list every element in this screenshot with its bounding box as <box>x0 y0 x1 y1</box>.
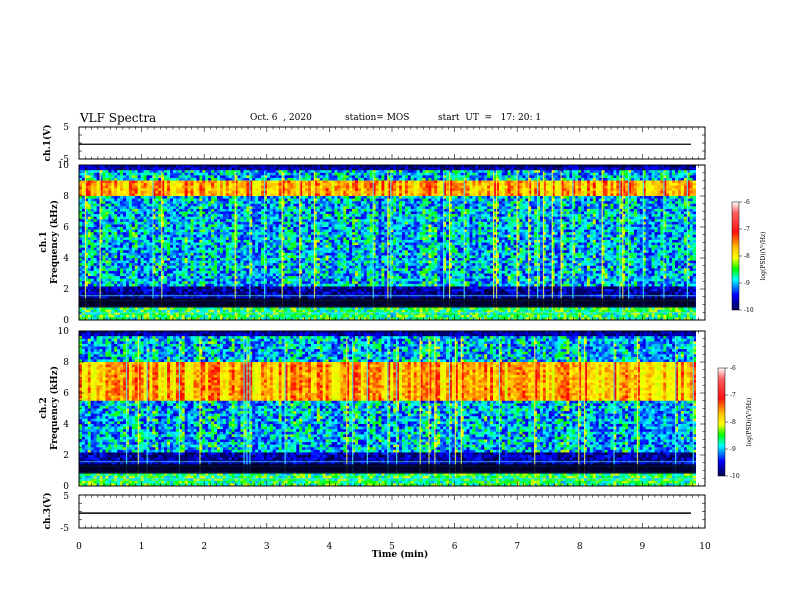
ch1-colorbar: -6 -7 -8 -9 -10 log(PSD)(V²/Hz) <box>731 199 767 314</box>
spec-y-tick-label: 8 <box>63 192 69 202</box>
ch1-ytick-bottom: -5 <box>60 155 69 165</box>
colorbar-tick-label: -6 <box>730 365 736 372</box>
ch2-colorbar: -6 -7 -8 -9 -10 log(PSD)(V²/Hz) <box>717 365 753 480</box>
spec-y-tick-label: 6 <box>63 389 69 399</box>
x-tick-label: 4 <box>327 542 333 552</box>
x-tick-label: 6 <box>452 542 458 552</box>
spec-y-tick-label: 4 <box>63 420 69 430</box>
date-label: Oct. 6 , 2020 <box>250 113 312 123</box>
ch1-ytick-top: 5 <box>63 123 69 133</box>
x-tick-label: 7 <box>514 542 520 552</box>
ch3-ytick-bottom: -5 <box>60 524 69 534</box>
colorbar-tick-label: -7 <box>730 392 736 399</box>
ch1-voltage-panel: 5 -5 ch.1(V) <box>42 123 706 165</box>
x-axis-label: Time (min) <box>372 549 429 560</box>
colorbar-tick-label: -8 <box>744 253 750 260</box>
x-tick-label: 3 <box>264 542 270 552</box>
spec-y-tick-label: 0 <box>63 316 69 326</box>
colorbar-tick-label: -8 <box>730 419 736 426</box>
spec-y-tick-label: 10 <box>58 161 70 171</box>
ch1-spectrogram-panel: 0 2 4 6 8 10 ch.1 Frequency (kHz) <box>39 161 706 326</box>
colorbar-tick-label: -6 <box>744 199 750 206</box>
ch1-colorbar-label: log(PSD)(V²/Hz) <box>760 232 767 281</box>
spec-y-tick-label: 0 <box>63 482 69 492</box>
x-tick-label: 10 <box>699 542 711 552</box>
ch1-spectrogram <box>79 165 697 321</box>
colorbar-tick-label: -9 <box>744 280 750 287</box>
spec-y-tick-label: 2 <box>63 285 69 295</box>
ch2-spec-ylabel-line2: Frequency (kHz) <box>49 366 60 450</box>
ch3-voltage-ylabel: ch.3(V) <box>42 493 53 530</box>
spec-y-tick-label: 4 <box>63 254 69 264</box>
ch1-spec-ylabel-line1: ch.1 <box>39 231 49 252</box>
x-tick-label: 8 <box>577 542 583 552</box>
ch3-ytick-top: 5 <box>63 492 69 502</box>
ch2-spec-ylabel-line1: ch.2 <box>39 397 49 418</box>
ch1-spec-ylabel-line2: Frequency (kHz) <box>49 200 60 284</box>
x-tick-label: 5 <box>389 542 395 552</box>
ch1-voltage-ylabel: ch.1(V) <box>42 125 53 162</box>
ch2-spectrogram-panel: 0 2 4 6 8 10 ch.2 Frequency (kHz) <box>39 327 706 492</box>
x-tick-label: 0 <box>76 542 82 552</box>
station-label: station= MOS <box>345 113 409 123</box>
spec-y-tick-label: 8 <box>63 358 69 368</box>
spec-y-tick-label: 10 <box>58 327 70 337</box>
colorbar-tick-label: -10 <box>744 307 754 314</box>
x-axis: 0 1 2 3 4 5 6 7 8 9 10 <box>76 126 711 552</box>
chart-title: VLF Spectra <box>80 111 156 125</box>
colorbar-tick-label: -9 <box>730 446 736 453</box>
x-tick-label: 9 <box>640 542 646 552</box>
ch2-colorbar-label: log(PSD)(V²/Hz) <box>746 398 753 447</box>
x-tick-label: 2 <box>201 542 207 552</box>
x-tick-label: 1 <box>139 542 145 552</box>
start-time-label: start UT = 17: 20: 1 <box>438 113 541 123</box>
spec-y-tick-label: 6 <box>63 223 69 233</box>
colorbar-tick-label: -10 <box>730 473 740 480</box>
spec-y-tick-label: 2 <box>63 451 69 461</box>
ch2-spectrogram <box>79 331 697 487</box>
colorbar-tick-label: -7 <box>744 226 750 233</box>
